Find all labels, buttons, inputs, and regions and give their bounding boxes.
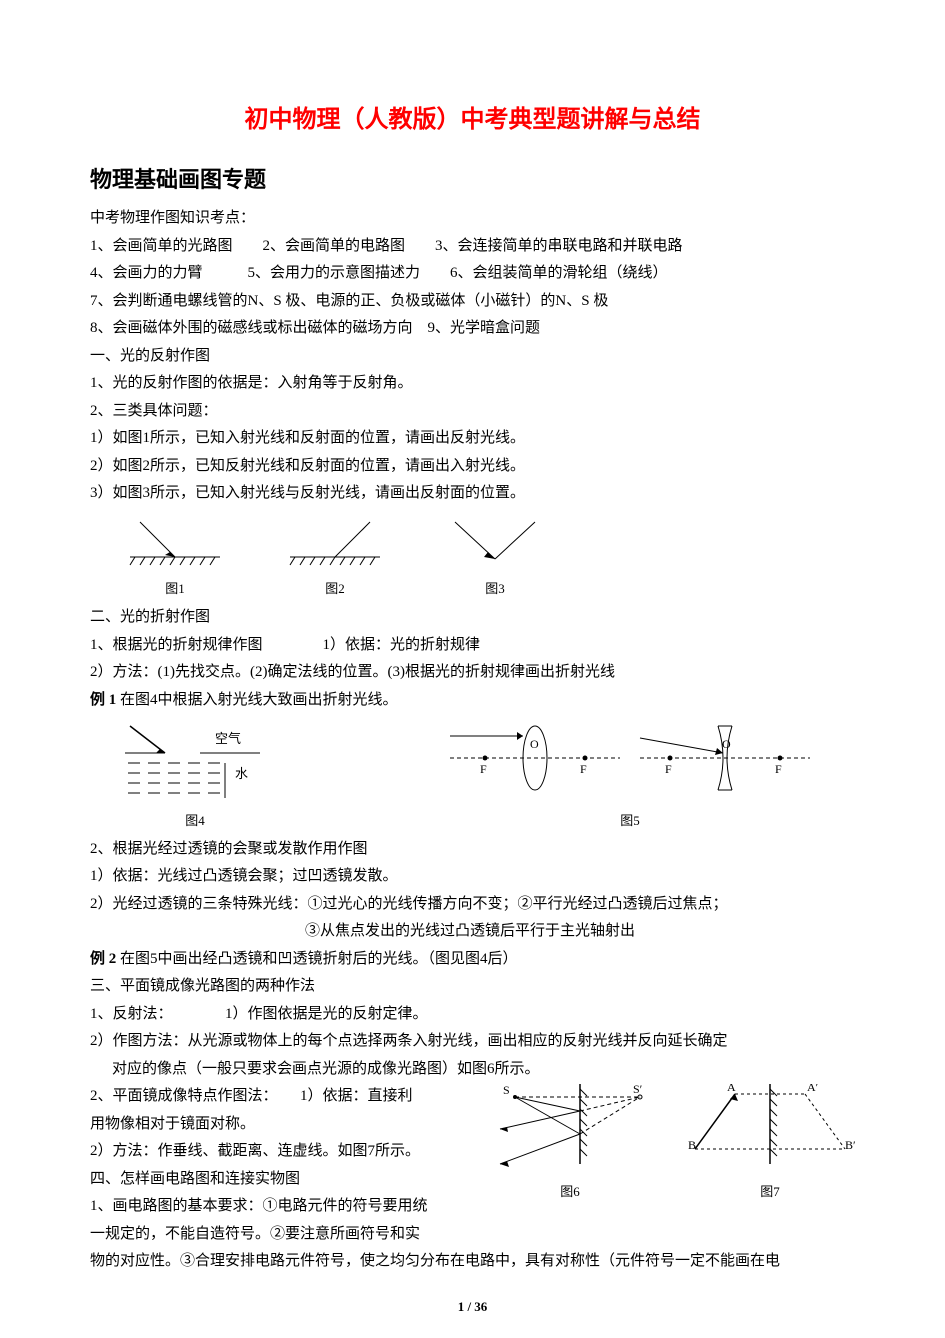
svg-text:S: S xyxy=(503,1084,510,1097)
figure-row-1: 图1 图2 图3 xyxy=(120,517,855,601)
svg-text:S′: S′ xyxy=(633,1084,643,1096)
example-2-label: 例 2 xyxy=(90,951,116,967)
fig5-label: 图5 xyxy=(445,810,815,832)
page-footer: 1 / 36 xyxy=(0,1296,945,1318)
figure-7: A B A′ B′ 图7 xyxy=(685,1084,855,1203)
example-2-text: 在图5中画出经凸透镜和凹透镜折射后的光线。（图见图4后） xyxy=(116,951,517,967)
fig2-label: 图2 xyxy=(280,578,390,600)
sec1-line-1: 1、光的反射作图的依据是：入射角等于反射角。 xyxy=(90,371,855,397)
point-4: 8、会画磁体外围的磁感线或标出磁体的磁场方向 9、光学暗盒问题 xyxy=(90,316,855,342)
sec1-line-2: 2、三类具体问题： xyxy=(90,399,855,425)
svg-text:A: A xyxy=(727,1084,736,1094)
sec2-line-7: ③从焦点发出的光线过凸透镜后平行于主光轴射出 xyxy=(90,919,855,945)
figure-1: 图1 xyxy=(120,517,230,601)
sec3-line-2: 2）作图方法：从光源或物体上的每个点选择两条入射光线，画出相应的反射光线并反向延… xyxy=(90,1029,855,1055)
mirror-diagram-7: A B A′ B′ xyxy=(685,1084,855,1169)
svg-text:F: F xyxy=(775,762,782,776)
sec4-line-3: 物的对应性。③合理安排电路元件符号，使之均匀分布在电路中，具有对称性（元件符号一… xyxy=(90,1249,855,1275)
figure-2: 图2 xyxy=(280,517,390,601)
svg-text:F: F xyxy=(480,762,487,776)
fig7-label: 图7 xyxy=(685,1181,855,1203)
svg-text:F: F xyxy=(665,762,672,776)
main-title: 初中物理（人教版）中考典型题讲解与总结 xyxy=(90,100,855,141)
example-1: 例 1 在图4中根据入射光线大致画出折射光线。 xyxy=(90,688,855,714)
sec2-line-4: 2、根据光经过透镜的会聚或发散作用作图 xyxy=(90,837,855,863)
point-1: 1、会画简单的光路图 2、会画简单的电路图 3、会连接简单的串联电路和并联电路 xyxy=(90,234,855,260)
sec3-line-1: 1、反射法： 1）作图依据是光的反射定律。 xyxy=(90,1002,855,1028)
svg-text:O: O xyxy=(722,737,731,751)
fig1-label: 图1 xyxy=(120,578,230,600)
mirror-diagram-6: S S′ xyxy=(485,1084,655,1169)
figure-row-2: 空气 水 图4 F O F F O xyxy=(120,718,815,832)
figure-6: S S′ 图6 xyxy=(485,1084,655,1203)
reflection-diagram-1 xyxy=(120,517,230,567)
sec3-line-3: 对应的像点（一般只要求会画点光源的成像光路图）如图6所示。 xyxy=(90,1057,855,1083)
figure-3: 图3 xyxy=(440,517,550,601)
refraction-diagram: 空气 水 xyxy=(120,723,270,798)
fig4-label: 图4 xyxy=(120,810,270,832)
sub-title: 物理基础画图专题 xyxy=(90,161,855,198)
figures-6-7: S S′ 图6 xyxy=(485,1084,855,1203)
section-2-heading: 二、光的折射作图 xyxy=(90,605,855,631)
sec2-line-1: 1、根据光的折射规律作图 1）依据：光的折射规律 xyxy=(90,633,855,659)
sec2-line-5: 1）依据：光线过凸透镜会聚；过凹透镜发散。 xyxy=(90,864,855,890)
fig6-label: 图6 xyxy=(485,1181,655,1203)
svg-text:F: F xyxy=(580,762,587,776)
figure-4: 空气 水 图4 xyxy=(120,723,270,832)
intro-line: 中考物理作图知识考点： xyxy=(90,206,855,232)
example-1-label: 例 1 xyxy=(90,692,116,708)
sec4-line-2: 一规定的，不能自造符号。②要注意所画符号和实 xyxy=(90,1222,855,1248)
section-1-heading: 一、光的反射作图 xyxy=(90,344,855,370)
example-1-text: 在图4中根据入射光线大致画出折射光线。 xyxy=(116,692,397,708)
lens-diagram: F O F F O F xyxy=(445,718,815,798)
sec1-line-3: 1）如图1所示，已知入射光线和反射面的位置，请画出反射光线。 xyxy=(90,426,855,452)
svg-text:O: O xyxy=(530,737,539,751)
svg-text:A′: A′ xyxy=(807,1084,819,1094)
sec1-line-5: 3）如图3所示，已知入射光线与反射光线，请画出反射面的位置。 xyxy=(90,481,855,507)
example-2: 例 2 在图5中画出经凸透镜和凹透镜折射后的光线。（图见图4后） xyxy=(90,947,855,973)
sec2-line-2: 2）方法：(1)先找交点。(2)确定法线的位置。(3)根据光的折射规律画出折射光… xyxy=(90,660,855,686)
fig3-label: 图3 xyxy=(440,578,550,600)
point-3: 7、会判断通电螺线管的N、S 极、电源的正、负极或磁体（小磁针）的N、S 极 xyxy=(90,289,855,315)
svg-text:B′: B′ xyxy=(845,1138,855,1152)
svg-text:水: 水 xyxy=(235,766,248,781)
reflection-diagram-3 xyxy=(440,517,550,567)
sec1-line-4: 2）如图2所示，已知反射光线和反射面的位置，请画出入射光线。 xyxy=(90,454,855,480)
svg-text:空气: 空气 xyxy=(215,731,241,746)
section-3-heading: 三、平面镜成像光路图的两种作法 xyxy=(90,974,855,1000)
reflection-diagram-2 xyxy=(280,517,390,567)
svg-text:B: B xyxy=(688,1138,696,1152)
point-2: 4、会画力的力臂 5、会用力的示意图描述力 6、会组装简单的滑轮组（绕线） xyxy=(90,261,855,287)
figure-5: F O F F O F 图5 xyxy=(445,718,815,832)
sec2-line-6: 2）光经过透镜的三条特殊光线：①过光心的光线传播方向不变；②平行光经过凸透镜后过… xyxy=(90,892,855,918)
